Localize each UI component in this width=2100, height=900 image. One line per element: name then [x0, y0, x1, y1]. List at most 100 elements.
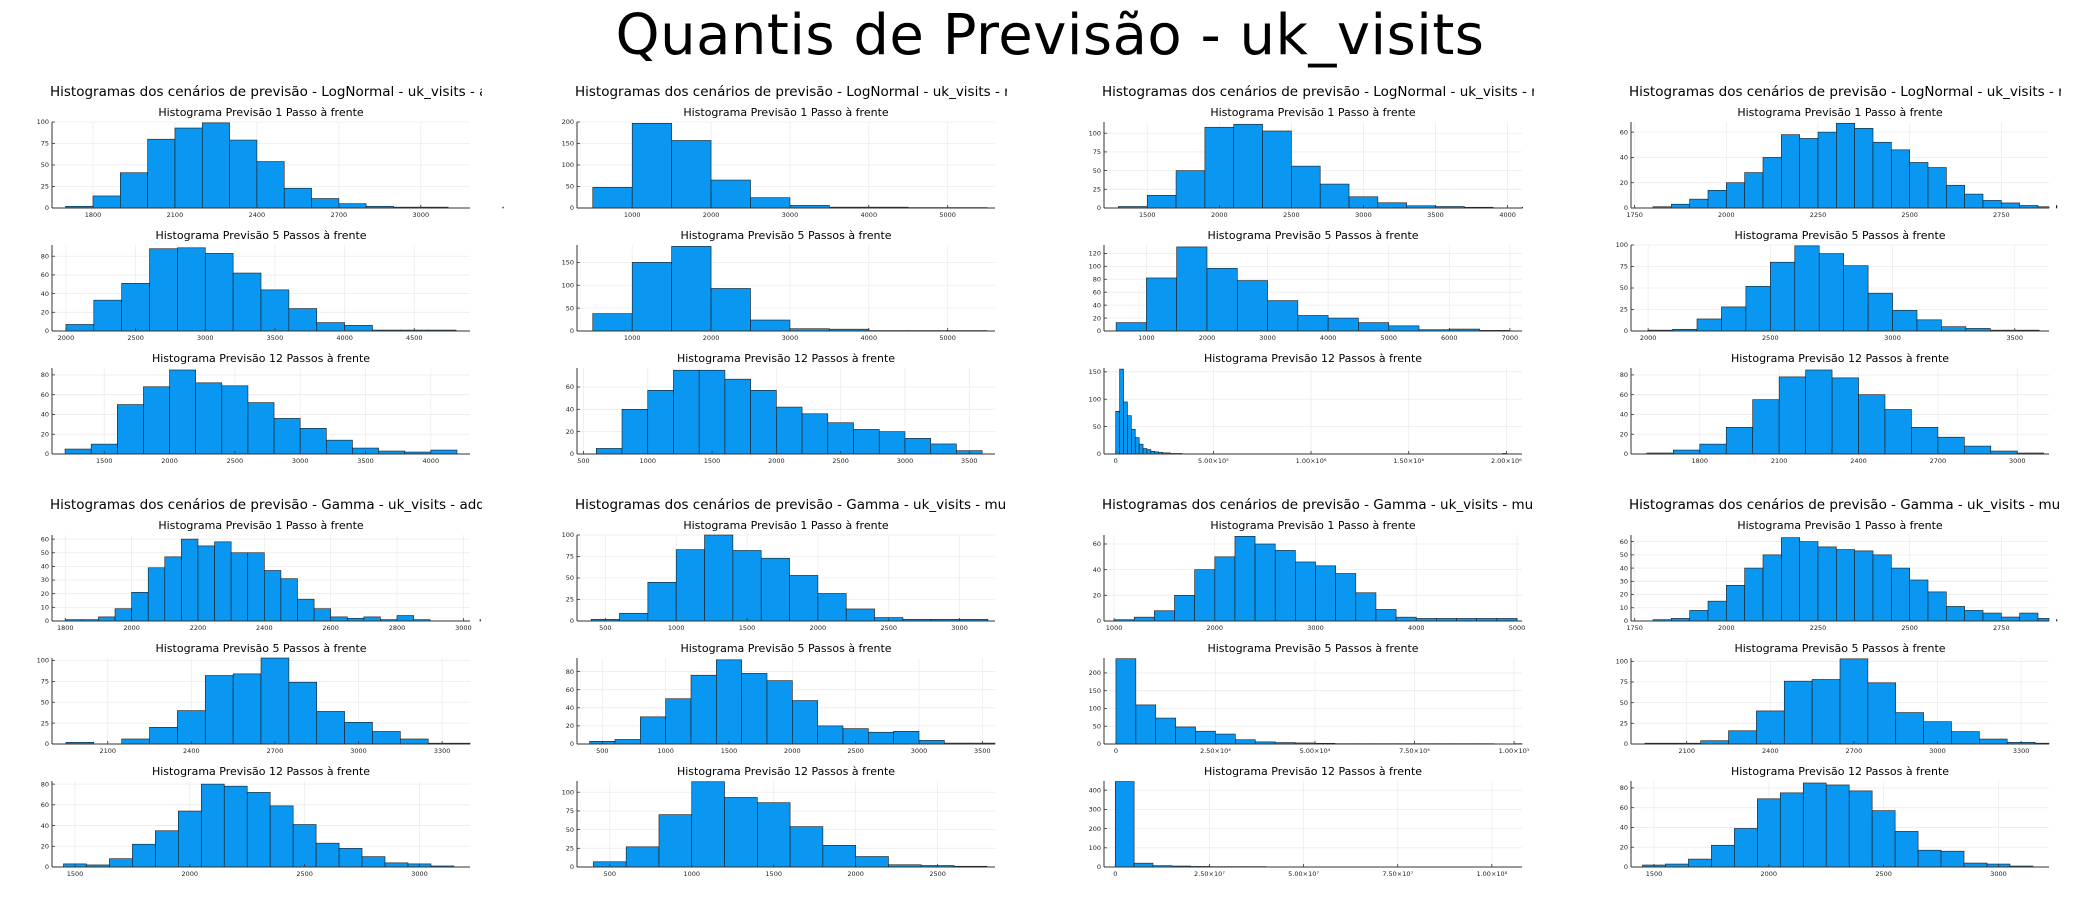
x-tick-label: 1000: [639, 457, 656, 465]
histogram-plot: 2100 2400 2700 3000 3300 0 25 50 75 100: [37, 657, 471, 755]
histogram-bar: [221, 385, 249, 455]
x-tick-label: 2750: [1993, 624, 2010, 632]
histogram-bar: [214, 541, 232, 622]
y-tick-label: 40: [566, 406, 574, 414]
histogram-bar: [1295, 561, 1316, 622]
y-tick-label: 50: [1093, 722, 1101, 730]
histogram-bar: [372, 731, 401, 745]
y-tick-label: 40: [1620, 411, 1628, 419]
histogram-bar: [230, 552, 249, 622]
histogram-plot: 1000 2000 3000 4000 5000 0 20 40 60: [1093, 535, 1525, 632]
x-tick-label: 2000: [1718, 211, 1735, 219]
x-tick-label: 2500: [832, 457, 849, 465]
histogram-bar: [1895, 712, 1924, 745]
histogram-bar: [1871, 810, 1896, 868]
histogram-bar: [1234, 535, 1256, 622]
y-tick-label: 25: [41, 719, 49, 727]
y-tick-label: 60: [566, 383, 574, 391]
x-tick-label: 2400: [256, 624, 273, 632]
x-tick-label: 1500: [1139, 211, 1156, 219]
y-tick-label: 50: [1093, 167, 1101, 175]
histogram-bar: [1297, 315, 1329, 332]
x-tick-label: 2000: [1211, 211, 1228, 219]
histogram-bar: [311, 198, 340, 209]
histogram-bar: [673, 369, 700, 455]
histogram-group-title: Histogramas dos cenários de previsão - G…: [1629, 497, 2061, 513]
histogram-bar: [223, 785, 248, 868]
histogram-bar: [1752, 399, 1780, 455]
histogram-bar: [247, 552, 265, 622]
x-tick-label: 2700: [331, 211, 348, 219]
histogram-bar: [1817, 546, 1837, 622]
histogram-bar: [299, 427, 327, 455]
histogram-group-title: Histogramas dos cenários de previsão - L…: [1102, 84, 1534, 100]
histogram-plot: 2000 2500 3000 3500 4000 4500 0 20 40 60 80: [41, 245, 470, 342]
histogram-bar: [164, 556, 182, 622]
y-tick-label: 0: [1624, 327, 1628, 335]
histogram-bar: [1696, 318, 1722, 332]
histogram-bar: [595, 448, 623, 455]
histogram-bar: [1757, 798, 1781, 868]
y-tick-label: 100: [37, 657, 49, 665]
x-tick-label: 1.00×10⁵: [1499, 747, 1530, 755]
histogram-bar: [930, 443, 957, 455]
y-tick-label: 100: [1089, 395, 1101, 403]
y-tick-label: 10: [41, 604, 49, 612]
x-tick-label: 1000: [624, 211, 641, 219]
panel-title: Histograma Previsão 12 Passos à frente: [151, 352, 371, 365]
x-tick-label: 2500: [1762, 334, 1779, 342]
histogram-bar: [724, 378, 751, 455]
x-tick-label: 2250: [1810, 624, 1827, 632]
histogram-plot: 1500 2000 2500 3000 0 20 40 60 80: [1620, 781, 2049, 878]
histogram-bar: [1215, 733, 1236, 745]
x-tick-label: 3500: [961, 457, 978, 465]
histogram-bar: [724, 797, 758, 868]
x-tick-label: 3000: [1355, 211, 1372, 219]
histogram-bar: [1254, 543, 1276, 622]
x-tick-label: 2500: [847, 747, 864, 755]
y-tick-label: 0: [45, 450, 49, 458]
histogram-bar: [361, 856, 386, 868]
histogram-bar: [204, 675, 234, 745]
histogram-bar: [904, 438, 931, 455]
y-tick-label: 50: [41, 698, 49, 706]
x-tick-label: 3000: [413, 211, 430, 219]
histogram-plot: 1800 2100 2400 2700 3000 0 25 50 75 100: [37, 118, 504, 219]
histogram-bar: [1941, 326, 1967, 332]
histogram-bar: [614, 739, 641, 745]
x-tick-label: 2000: [810, 624, 827, 632]
panel-title: Histograma Previsão 12 Passos à frente: [1730, 765, 1950, 778]
y-tick-label: 80: [41, 252, 49, 260]
histogram-bar: [109, 858, 133, 868]
x-tick-label: 3500: [357, 457, 374, 465]
histogram-bar: [1982, 200, 2002, 209]
histogram-bar: [1291, 165, 1321, 209]
panel-title: Histograma Previsão 1 Passo à frente: [683, 106, 889, 119]
histogram-bar: [1174, 595, 1195, 622]
panel-title: Histograma Previsão 5 Passos à frente: [155, 229, 367, 242]
histogram-bar: [143, 386, 170, 455]
y-tick-label: 0: [1097, 740, 1101, 748]
x-tick-label: 2700: [1930, 457, 1947, 465]
x-tick-label: 2000: [123, 624, 140, 632]
histogram-bar: [766, 680, 793, 745]
y-tick-label: 20: [1620, 843, 1628, 851]
y-tick-label: 100: [562, 788, 574, 796]
y-tick-label: 60: [1093, 540, 1101, 548]
histogram-bar: [201, 122, 230, 209]
histogram-bar: [750, 390, 777, 455]
histogram-bar: [1884, 409, 1912, 455]
histogram-bar: [1142, 448, 1148, 455]
x-tick-label: 3500: [2007, 334, 2024, 342]
histogram-bar: [1146, 277, 1177, 332]
histogram-bar: [330, 616, 348, 622]
x-tick-label: 2500: [1283, 211, 1300, 219]
histogram-bar: [229, 139, 258, 209]
panel-title: Histograma Previsão 1 Passo à frente: [683, 519, 889, 532]
histogram-bar: [1891, 567, 1910, 622]
histogram-bar: [760, 557, 790, 622]
histogram-bar: [1131, 429, 1136, 455]
histogram-bar: [1781, 134, 1800, 209]
x-tick-label: 1500: [96, 457, 113, 465]
histogram-bar: [1982, 612, 2002, 622]
